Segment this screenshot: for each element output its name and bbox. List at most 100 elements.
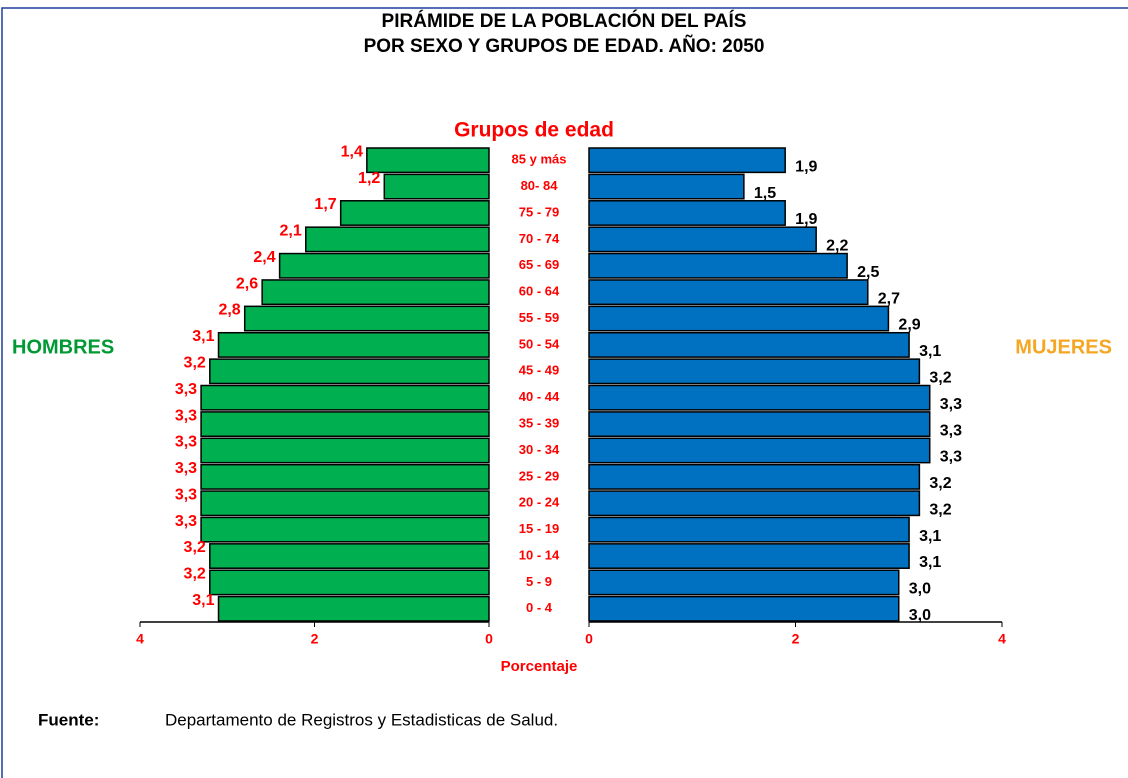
category-label: 10 - 14 xyxy=(519,547,560,562)
data-label: 3,1 xyxy=(919,343,941,360)
bar xyxy=(243,305,490,332)
data-label: 2,7 xyxy=(878,290,900,307)
category-label: 5 - 9 xyxy=(526,574,552,589)
data-label: 3,3 xyxy=(175,434,197,451)
category-label: 30 - 34 xyxy=(519,442,560,457)
bar xyxy=(366,147,490,174)
bar xyxy=(588,252,848,279)
bar xyxy=(588,200,786,226)
category-label: 65 - 69 xyxy=(519,257,559,272)
bar xyxy=(200,516,490,543)
data-label: 2,2 xyxy=(826,238,848,255)
data-label: 2,5 xyxy=(857,264,879,281)
category-label: 20 - 24 xyxy=(519,495,560,510)
x-tick-label: 4 xyxy=(136,631,144,647)
category-label: 60 - 64 xyxy=(519,284,560,299)
data-label: 3,3 xyxy=(940,422,962,439)
data-label: 3,3 xyxy=(940,449,962,466)
data-label: 3,1 xyxy=(192,328,214,345)
category-label: 70 - 74 xyxy=(519,231,560,246)
bar xyxy=(588,305,890,332)
x-tick-label: 0 xyxy=(585,631,593,647)
data-label: 3,3 xyxy=(175,381,197,398)
category-label: 45 - 49 xyxy=(519,363,559,378)
data-label: 3,3 xyxy=(940,396,962,413)
bar xyxy=(588,384,931,411)
bar xyxy=(588,437,931,464)
bar xyxy=(588,543,910,569)
data-label: 1,9 xyxy=(795,211,817,228)
bar xyxy=(339,200,490,226)
data-label: 3,0 xyxy=(909,607,931,624)
category-label: 85 y más xyxy=(512,152,567,167)
data-label: 3,2 xyxy=(184,355,206,372)
category-label: 25 - 29 xyxy=(519,468,559,483)
bar xyxy=(588,331,910,358)
bar xyxy=(278,252,490,279)
bar xyxy=(200,463,490,490)
x-tick-label: 2 xyxy=(792,631,800,647)
series-name: MUJERES xyxy=(1015,336,1112,358)
category-label: 55 - 59 xyxy=(519,310,559,325)
data-label: 1,2 xyxy=(358,170,380,187)
data-label: 3,3 xyxy=(175,460,197,477)
frame xyxy=(1,7,1128,778)
bar xyxy=(383,173,490,200)
bar xyxy=(209,569,490,596)
category-label: 40 - 44 xyxy=(519,389,560,404)
bar xyxy=(217,331,490,358)
bar xyxy=(588,411,931,438)
x-tick-label: 0 xyxy=(485,631,493,647)
category-label: 0 - 4 xyxy=(526,600,553,615)
chart-title: PIRÁMIDE DE LA POBLACIÓN DEL PAÍS xyxy=(382,10,747,32)
bar xyxy=(588,516,910,543)
bar xyxy=(588,569,900,596)
bar xyxy=(305,226,490,253)
bar xyxy=(200,437,490,464)
data-label: 1,4 xyxy=(341,143,363,160)
source-text: Departamento de Registros y Estadisticas… xyxy=(165,710,558,729)
category-label: 35 - 39 xyxy=(519,416,559,431)
data-label: 3,2 xyxy=(929,475,951,492)
data-label: 2,8 xyxy=(218,302,240,319)
data-label: 1,5 xyxy=(754,185,776,202)
data-label: 3,1 xyxy=(192,592,214,609)
bar xyxy=(588,226,817,253)
data-label: 1,7 xyxy=(314,196,336,213)
bar xyxy=(200,411,490,438)
chart-title: POR SEXO Y GRUPOS DE EDAD. AÑO: 2050 xyxy=(364,35,765,57)
bar xyxy=(588,463,921,490)
data-label: 3,1 xyxy=(919,528,941,545)
data-label: 2,6 xyxy=(236,275,258,292)
bar xyxy=(209,358,490,385)
bar xyxy=(200,490,490,517)
data-label: 3,1 xyxy=(919,554,941,571)
data-label: 3,3 xyxy=(175,407,197,424)
data-label: 3,2 xyxy=(929,370,951,387)
category-axis-label: Grupos de edad xyxy=(454,119,614,142)
bar xyxy=(217,595,490,622)
category-label: 15 - 19 xyxy=(519,521,559,536)
data-label: 1,9 xyxy=(795,158,817,175)
bar xyxy=(588,147,786,174)
bar xyxy=(261,279,490,306)
category-label: 80- 84 xyxy=(521,178,559,193)
bar xyxy=(588,490,921,517)
bar xyxy=(209,543,490,569)
category-label: 50 - 54 xyxy=(519,336,560,351)
x-axis-label: Porcentaje xyxy=(501,658,578,675)
data-label: 3,2 xyxy=(184,539,206,556)
data-label: 2,4 xyxy=(253,249,275,266)
bar xyxy=(588,279,869,306)
bar xyxy=(588,595,900,622)
bar xyxy=(200,384,490,411)
data-label: 3,3 xyxy=(175,486,197,503)
source-label: Fuente: xyxy=(38,710,99,729)
data-label: 3,0 xyxy=(909,581,931,598)
data-label: 3,3 xyxy=(175,513,197,530)
x-tick-label: 2 xyxy=(311,631,319,647)
series-name: HOMBRES xyxy=(12,336,114,358)
category-label: 75 - 79 xyxy=(519,204,559,219)
data-label: 3,2 xyxy=(929,501,951,518)
